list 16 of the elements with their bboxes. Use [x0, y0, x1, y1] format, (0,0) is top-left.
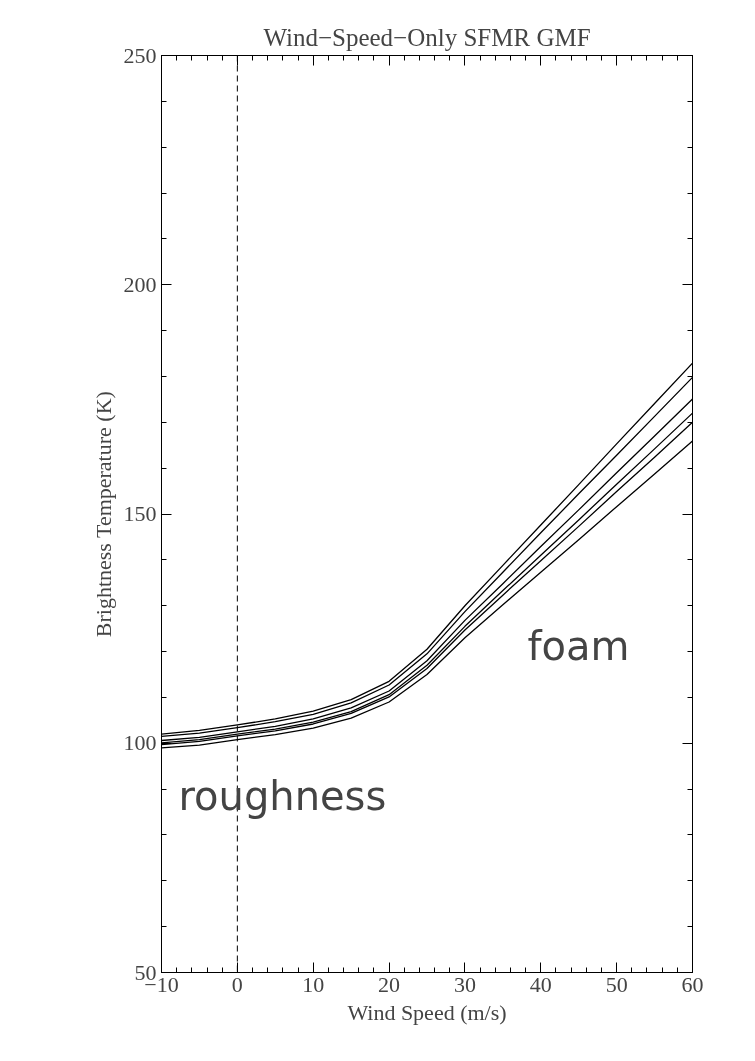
annotation: foam	[527, 622, 630, 669]
y-tick-label: 200	[123, 271, 157, 297]
x-tick-label: 30	[453, 971, 476, 997]
chart-title: Wind−Speed−Only SFMR GMF	[263, 23, 591, 51]
x-tick-label: 40	[529, 971, 552, 997]
x-tick-label: 0	[231, 971, 243, 997]
y-tick-label: 100	[123, 730, 157, 756]
y-axis-title: Brightness Temperature (K)	[90, 391, 116, 638]
x-tick-label: 50	[605, 971, 628, 997]
x-tick-label: 60	[681, 971, 704, 997]
y-tick-label: 150	[123, 501, 157, 526]
x-tick-label: 10	[302, 971, 325, 997]
annotation: roughness	[178, 772, 387, 819]
x-tick-label: 20	[378, 971, 401, 997]
x-axis-title: Wind Speed (m/s)	[347, 999, 507, 1025]
y-tick-label: 250	[123, 42, 157, 68]
